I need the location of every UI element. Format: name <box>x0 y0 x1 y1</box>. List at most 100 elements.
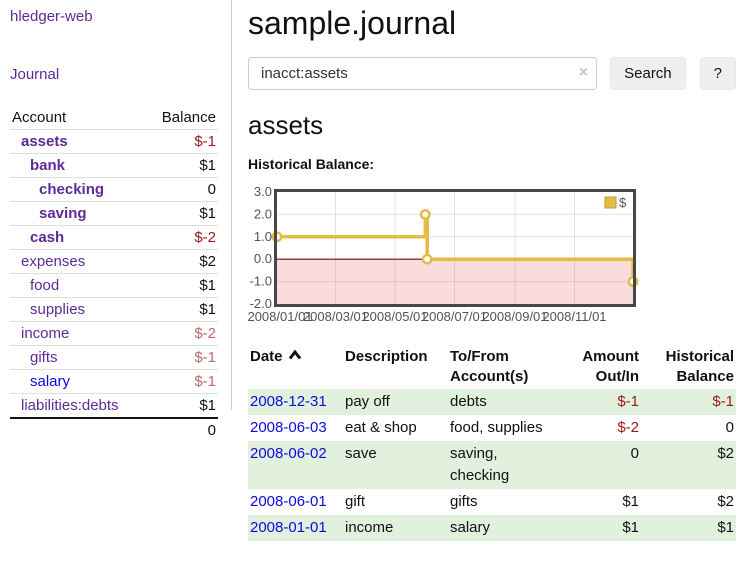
transaction-accounts: food, supplies <box>450 419 543 436</box>
transaction-date-link[interactable]: 2008-01-01 <box>250 519 327 536</box>
x-tick: 2008/01/01 <box>248 309 313 324</box>
account-balance: $1 <box>146 273 218 298</box>
transaction-balance: $1 <box>717 519 734 536</box>
account-row: assets $-1 <box>10 129 218 154</box>
clear-search-icon[interactable]: × <box>578 64 589 81</box>
chart-section-label: Historical Balance: <box>248 156 375 172</box>
transaction-balance: $2 <box>717 445 734 462</box>
register-row: 2008-06-01 gift gifts $1 $2 <box>248 489 736 515</box>
data-point-marker <box>421 253 433 265</box>
transaction-accounts: saving, checking <box>450 445 510 484</box>
account-row: gifts $-1 <box>10 345 218 370</box>
transaction-balance: $2 <box>717 493 734 510</box>
transaction-accounts: debts <box>450 393 487 410</box>
balance-column-header: Historical Balance <box>665 348 734 385</box>
account-link-checking[interactable]: checking <box>39 181 105 198</box>
account-link-saving[interactable]: saving <box>39 205 87 222</box>
account-link-salary[interactable]: salary <box>30 373 71 390</box>
account-link-food[interactable]: food <box>30 277 60 294</box>
amount-column-header: Amount Out/In <box>582 348 639 385</box>
chart-negative-region <box>277 259 633 304</box>
main-content: sample.journal × Search ? assets Histori… <box>248 0 736 541</box>
y-tick: 1.0 <box>254 229 272 244</box>
accounts-header-row: Account Balance <box>10 106 218 130</box>
account-balance: $-2 <box>146 225 218 250</box>
account-link-assets[interactable]: assets <box>21 133 68 150</box>
transaction-description: gift <box>345 493 366 510</box>
transaction-accounts: gifts <box>450 493 478 510</box>
transaction-balance: $-1 <box>712 393 734 410</box>
account-row: salary $-1 <box>10 369 218 394</box>
account-link-bank[interactable]: bank <box>30 157 66 174</box>
transaction-amount: $1 <box>622 519 639 536</box>
y-axis-labels: 3.0 2.0 1.0 0.0 -1.0 -2.0 <box>250 185 272 311</box>
account-row: saving $1 <box>10 201 218 226</box>
account-balance: $1 <box>146 201 218 226</box>
account-row: supplies $1 <box>10 297 218 322</box>
register-row: 2008-12-31 pay off debts $-1 $-1 <box>248 389 736 415</box>
account-link-cash[interactable]: cash <box>30 229 65 246</box>
register-row: 2008-06-03 eat & shop food, supplies $-2… <box>248 415 736 441</box>
account-page-title: assets <box>248 110 324 140</box>
accounts-total-value: 0 <box>207 422 216 439</box>
y-tick: 3.0 <box>254 185 272 199</box>
account-link-gifts[interactable]: gifts <box>30 349 58 366</box>
transaction-date-link[interactable]: 2008-06-01 <box>250 493 327 510</box>
transaction-date-link[interactable]: 2008-06-02 <box>250 445 327 462</box>
data-point-marker <box>419 208 431 220</box>
sidebar: hledger-web Journal Account Balance asse… <box>0 0 232 439</box>
account-balance: $1 <box>146 297 218 322</box>
x-axis-labels: 2008/01/01 2008/03/01 2008/05/01 2008/07… <box>248 309 607 324</box>
transaction-date-link[interactable]: 2008-12-31 <box>250 393 327 410</box>
transaction-amount: 0 <box>630 445 639 462</box>
account-link-supplies[interactable]: supplies <box>30 301 86 318</box>
page-title: sample.journal <box>248 5 457 41</box>
transaction-accounts: salary <box>450 519 491 536</box>
chart-border <box>274 189 636 307</box>
account-link-liabilities-debts[interactable]: liabilities:debts <box>21 397 119 414</box>
legend-swatch <box>604 196 617 209</box>
account-row: liabilities:debts $1 <box>10 393 218 419</box>
tofrom-column-header: To/From Account(s) <box>450 348 529 385</box>
x-tick: 2008/09/01 <box>482 309 547 324</box>
y-tick: 2.0 <box>254 206 272 221</box>
date-column-header: Date <box>248 345 343 389</box>
help-button[interactable]: ? <box>699 57 736 90</box>
account-link-income[interactable]: income <box>21 325 70 342</box>
account-balance: $1 <box>146 153 218 178</box>
transaction-description: save <box>345 445 377 462</box>
account-row: cash $-2 <box>10 225 218 250</box>
accounts-table: Account Balance assets $-1 bank $1 check… <box>10 106 218 442</box>
y-tick: -1.0 <box>250 274 272 289</box>
transaction-description: eat & shop <box>345 419 417 436</box>
transaction-amount: $-2 <box>617 419 639 436</box>
account-balance: $1 <box>146 393 218 419</box>
transaction-description: pay off <box>345 393 390 410</box>
account-balance: $-1 <box>146 369 218 394</box>
account-balance: $-2 <box>146 321 218 346</box>
accounts-total-row: 0 <box>10 418 218 442</box>
legend-label: $ <box>619 195 627 210</box>
account-balance: $-1 <box>146 345 218 370</box>
account-link-expenses[interactable]: expenses <box>21 253 86 270</box>
date-header-label: Date <box>250 348 283 365</box>
account-row: expenses $2 <box>10 249 218 274</box>
description-column-header: Description <box>345 348 428 365</box>
brand-link[interactable]: hledger-web <box>10 8 93 25</box>
account-row: food $1 <box>10 273 218 298</box>
search-button[interactable]: Search <box>610 57 686 90</box>
account-row: income $-2 <box>10 321 218 346</box>
account-row: checking 0 <box>10 177 218 202</box>
nav-journal-link[interactable]: Journal <box>10 66 60 83</box>
account-balance: $2 <box>146 249 218 274</box>
transaction-date-link[interactable]: 2008-06-03 <box>250 419 327 436</box>
transaction-amount: $1 <box>622 493 639 510</box>
search-input[interactable] <box>248 57 598 90</box>
x-tick: 2008/07/01 <box>422 309 487 324</box>
x-tick: 2008/03/01 <box>303 309 368 324</box>
chart-gridlines <box>277 192 633 304</box>
account-balance: $-1 <box>146 129 218 154</box>
transaction-description: income <box>345 519 394 536</box>
balance-column-header: Balance <box>146 106 218 130</box>
